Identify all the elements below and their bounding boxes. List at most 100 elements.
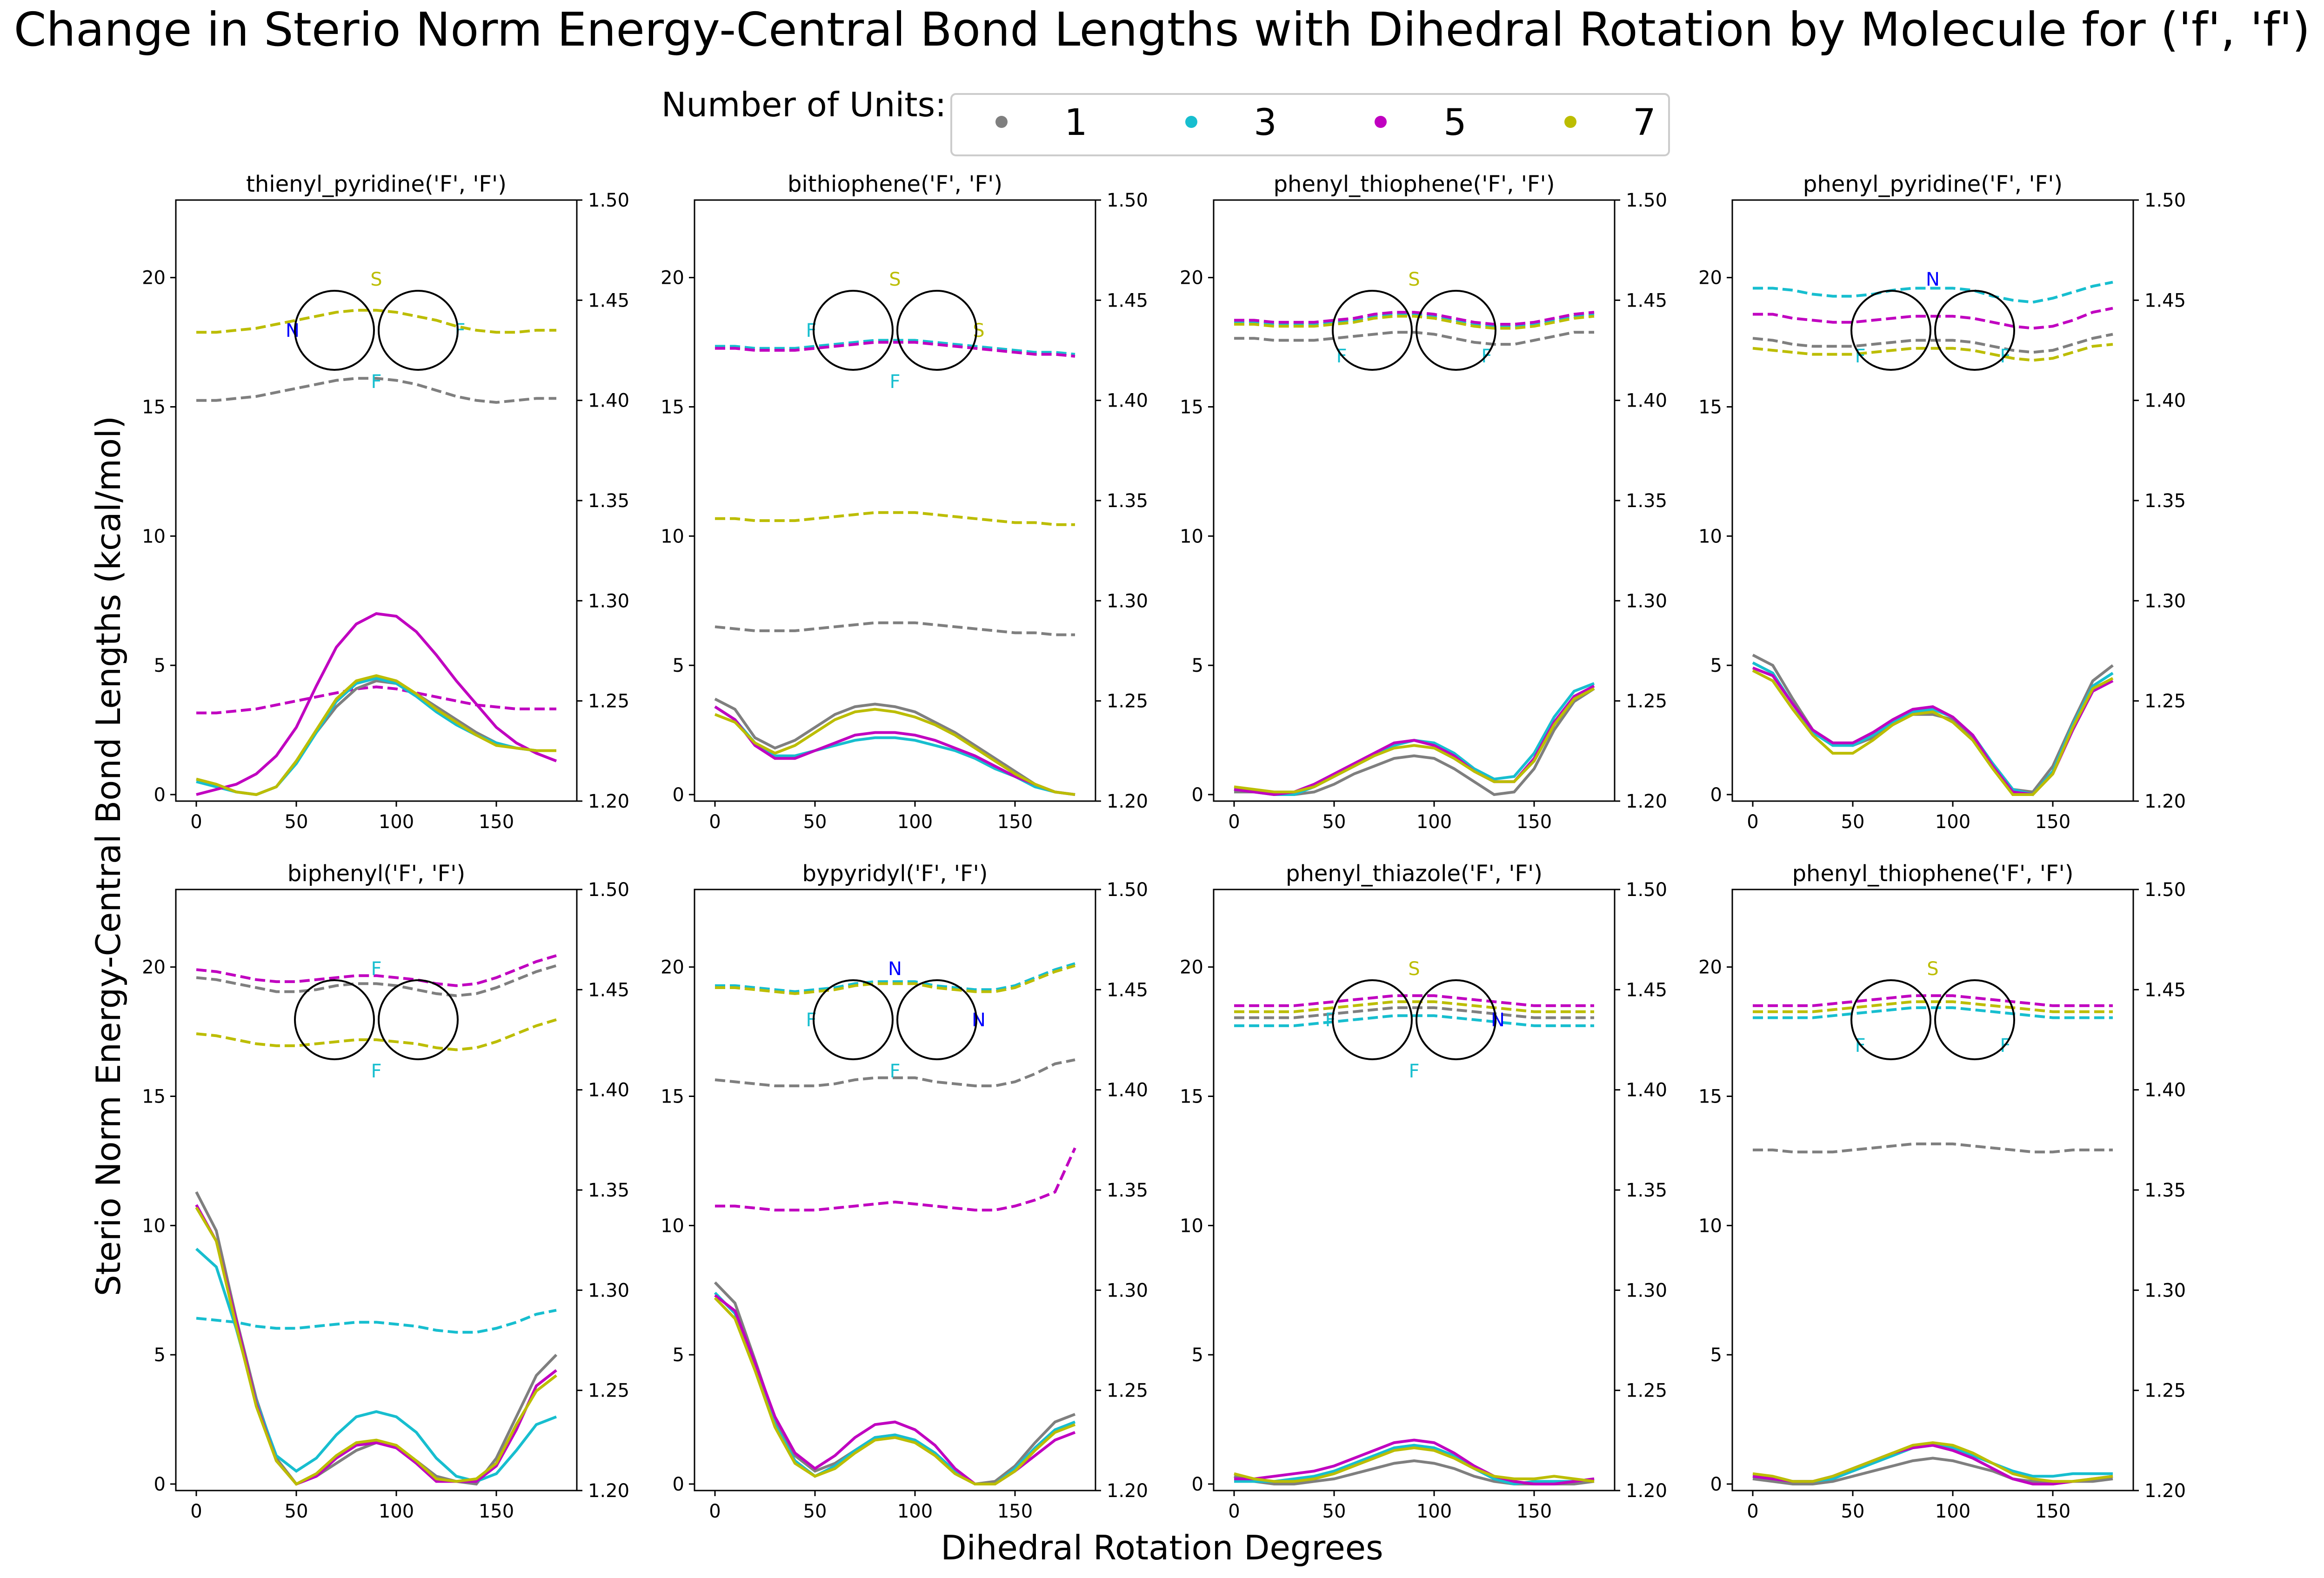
left-tick-label: 10 [1698, 526, 1722, 547]
bond-length-line-7 [1234, 1000, 1594, 1013]
energy-line-7 [714, 708, 1075, 796]
x-tick-label: 150 [2035, 811, 2070, 833]
left-tick-label: 20 [1698, 957, 1722, 978]
right-tick-label: 1.20 [2144, 1480, 2186, 1502]
energy-line-5 [196, 612, 557, 796]
bond-length-line-7 [715, 511, 1075, 526]
bond-length-line-1 [196, 377, 556, 404]
legend-marker-3 [1185, 116, 1197, 128]
bond-length-line-7 [1752, 343, 2113, 362]
x-tick-label: 50 [1841, 811, 1865, 833]
left-tick-label: 5 [673, 1344, 684, 1366]
legend-label-3: 3 [1254, 102, 1277, 144]
subplot-title: thienyl_pyridine('F', 'F') [246, 171, 507, 197]
right-tick-label: 1.20 [588, 1480, 629, 1502]
right-tick-label: 1.50 [2144, 879, 2186, 901]
left-tick-label: 10 [142, 1215, 166, 1237]
bond-length-line-5 [196, 685, 556, 715]
bond-length-line-3 [715, 339, 1075, 356]
ring-left [813, 979, 894, 1060]
right-tick-label: 1.50 [1107, 190, 1148, 211]
left-tick-label: 5 [1192, 1344, 1203, 1366]
x-tick-label: 50 [1322, 811, 1346, 833]
bond-length-line-5 [1234, 994, 1594, 1007]
subplot-5: biphenyl('F', 'F')FF0 50 100 150051015201.2… [142, 861, 629, 1522]
x-tick-label: 100 [1935, 811, 1970, 833]
right-tick-label: 1.50 [1626, 879, 1667, 901]
right-tick-label: 1.40 [1626, 390, 1667, 412]
atom-label: S [1927, 958, 1938, 980]
legend-label-7: 7 [1633, 102, 1656, 144]
x-tick-label: 0 [1228, 1501, 1240, 1522]
legend-marker-5 [1375, 116, 1387, 128]
energy-line-7 [1234, 687, 1595, 794]
left-tick-label: 5 [154, 655, 166, 676]
bond-length-line-1 [196, 964, 557, 997]
right-tick-label: 1.35 [2144, 490, 2186, 512]
right-tick-label: 1.30 [588, 1280, 629, 1301]
right-tick-label: 1.45 [1107, 290, 1148, 311]
left-tick-label: 20 [1180, 957, 1203, 978]
legend-marker-7 [1564, 116, 1576, 128]
right-tick-label: 1.30 [1107, 590, 1148, 612]
legend-marker-1 [995, 116, 1008, 128]
ring-right [1934, 290, 2015, 371]
right-tick-label: 1.50 [2144, 190, 2186, 211]
energy-line-5 [714, 1294, 1076, 1485]
right-tick-label: 1.25 [2144, 691, 2186, 712]
left-tick-label: 0 [1710, 784, 1722, 806]
atom-label: S [973, 320, 984, 341]
right-tick-label: 1.25 [1626, 691, 1667, 712]
x-tick-label: 0 [1747, 1501, 1758, 1522]
atom-label: S [889, 269, 901, 290]
bond-length-line-3 [196, 1309, 557, 1334]
left-tick-label: 0 [154, 784, 166, 806]
atom-label: N [1491, 1010, 1505, 1031]
ring-right [378, 979, 459, 1060]
x-tick-label: 0 [1747, 811, 1758, 833]
left-tick-label: 0 [673, 1474, 684, 1495]
right-tick-label: 1.40 [2144, 390, 2186, 412]
right-tick-label: 1.45 [1107, 979, 1148, 1001]
right-tick-label: 1.50 [1626, 190, 1667, 211]
x-tick-label: 150 [2035, 1501, 2070, 1522]
right-tick-label: 1.30 [588, 590, 629, 612]
energy-line-1 [714, 1281, 1076, 1486]
legend-box [950, 93, 1670, 156]
right-tick-label: 1.45 [588, 290, 629, 311]
left-tick-label: 10 [1180, 1215, 1203, 1237]
subplot-8: phenyl_thiophene('F', 'F') SFF 0 50 100 150 0 5… [1698, 861, 2186, 1522]
x-tick-label: 150 [479, 811, 514, 833]
left-tick-label: 10 [661, 1215, 684, 1237]
energy-line-5 [714, 705, 1075, 796]
bond-length-line-5 [1753, 307, 2113, 330]
left-tick-label: 20 [661, 957, 684, 978]
right-tick-label: 1.35 [1626, 1180, 1667, 1201]
right-tick-label: 1.30 [1626, 590, 1667, 612]
x-tick-label: 50 [1322, 1501, 1346, 1522]
x-tick-label: 100 [1935, 1501, 1970, 1522]
right-tick-label: 1.20 [1107, 1480, 1148, 1502]
right-tick-label: 1.50 [588, 879, 629, 901]
left-tick-label: 5 [1710, 1344, 1722, 1366]
left-tick-label: 5 [1710, 655, 1722, 676]
bond-length-line-5 [196, 954, 557, 987]
atom-label: F [889, 1061, 900, 1082]
right-tick-label: 1.45 [1626, 290, 1667, 311]
atom-label: N [888, 958, 902, 980]
right-tick-label: 1.20 [1626, 791, 1667, 812]
atom-label: S [1408, 269, 1420, 290]
right-tick-label: 1.45 [1626, 979, 1667, 1001]
left-tick-label: 0 [1710, 1474, 1722, 1495]
bond-length-line-7 [196, 308, 556, 334]
right-tick-label: 1.35 [588, 1180, 629, 1201]
ring-right [378, 290, 459, 371]
figure-ylabel: Sterio Norm Energy-Central Bond Lengths … [89, 416, 128, 1296]
bond-length-line-3 [715, 962, 1075, 993]
ring-right [1416, 979, 1496, 1060]
